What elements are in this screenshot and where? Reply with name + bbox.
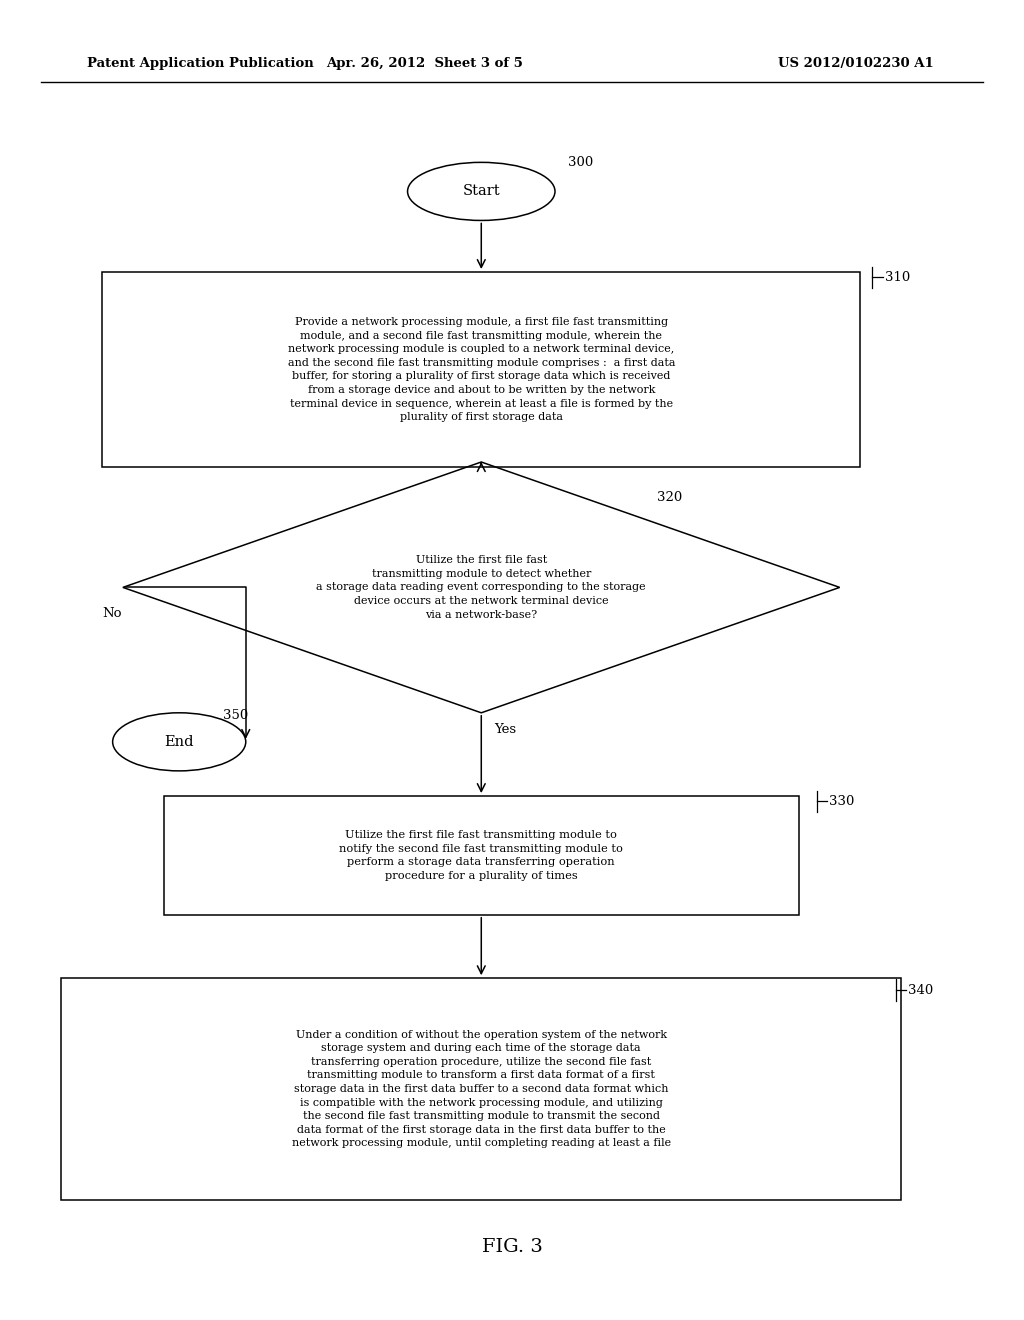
Bar xyxy=(164,796,799,915)
Text: Provide a network processing module, a first file fast transmitting
module, and : Provide a network processing module, a f… xyxy=(288,317,675,422)
Text: End: End xyxy=(165,735,194,748)
Text: US 2012/0102230 A1: US 2012/0102230 A1 xyxy=(778,57,934,70)
Text: 300: 300 xyxy=(568,156,594,169)
Bar xyxy=(61,978,901,1200)
Text: 350: 350 xyxy=(223,709,249,722)
Text: 320: 320 xyxy=(657,491,683,504)
Text: Yes: Yes xyxy=(495,723,517,737)
Text: 330: 330 xyxy=(829,795,855,808)
Text: Patent Application Publication: Patent Application Publication xyxy=(87,57,313,70)
Text: Apr. 26, 2012  Sheet 3 of 5: Apr. 26, 2012 Sheet 3 of 5 xyxy=(327,57,523,70)
Text: Under a condition of without the operation system of the network
storage system : Under a condition of without the operati… xyxy=(292,1030,671,1148)
Text: FIG. 3: FIG. 3 xyxy=(481,1238,543,1257)
Text: 310: 310 xyxy=(885,271,910,284)
Text: Utilize the first file fast
transmitting module to detect whether
a storage data: Utilize the first file fast transmitting… xyxy=(316,556,646,619)
Bar xyxy=(102,272,860,467)
Text: Utilize the first file fast transmitting module to
notify the second file fast t: Utilize the first file fast transmitting… xyxy=(339,830,624,880)
Text: No: No xyxy=(102,607,122,620)
Text: Start: Start xyxy=(463,185,500,198)
Text: 340: 340 xyxy=(908,983,934,997)
